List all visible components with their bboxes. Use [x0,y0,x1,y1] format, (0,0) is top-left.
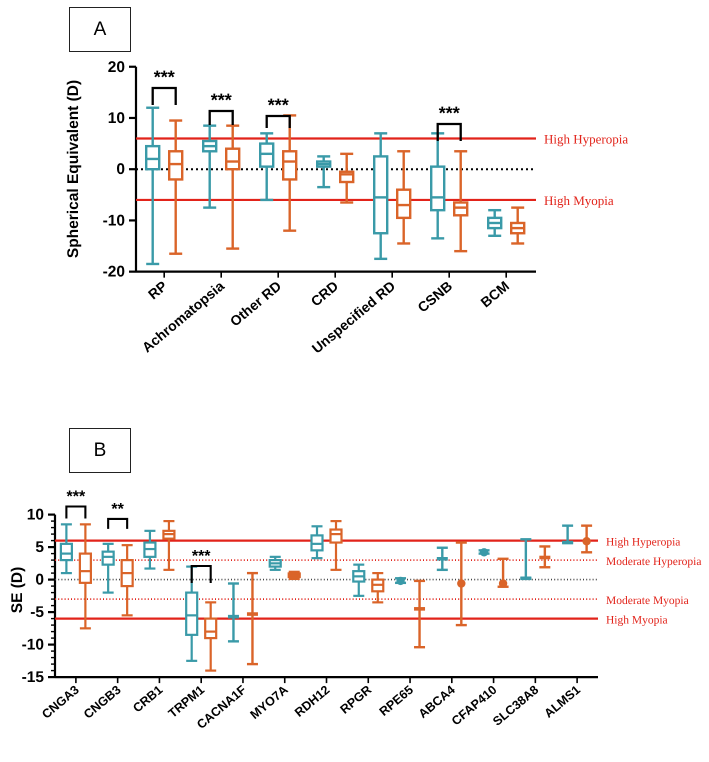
svg-text:***: *** [192,548,211,565]
svg-text:RPGR: RPGR [338,683,375,717]
svg-text:High Myopia: High Myopia [544,193,614,208]
svg-text:***: *** [268,95,289,115]
svg-text:10: 10 [108,110,125,127]
svg-text:20: 20 [108,59,125,76]
svg-text:10: 10 [27,507,44,524]
svg-text:Moderate Myopia: Moderate Myopia [606,595,689,607]
svg-text:RPE65: RPE65 [377,683,416,719]
svg-text:CNGA3: CNGA3 [39,683,82,722]
svg-text:High Hyperopia: High Hyperopia [606,537,680,549]
svg-text:***: *** [439,103,460,123]
svg-text:-10: -10 [22,637,44,654]
svg-text:***: *** [67,489,86,506]
svg-text:BCM: BCM [477,278,512,311]
svg-text:-20: -20 [103,264,125,281]
svg-text:SLC38A8: SLC38A8 [490,683,541,729]
svg-text:CRB1: CRB1 [130,683,165,716]
svg-text:CRD: CRD [308,278,342,310]
svg-text:High Hyperopia: High Hyperopia [544,131,628,146]
svg-text:SE (D): SE (D) [9,567,26,614]
svg-text:Moderate Hyperopia: Moderate Hyperopia [606,556,701,568]
svg-text:-5: -5 [30,604,44,621]
svg-text:ALMS1: ALMS1 [542,683,583,721]
svg-text:CNGB3: CNGB3 [81,683,124,722]
svg-text:High Myopia: High Myopia [606,615,668,627]
svg-text:**: ** [111,501,124,518]
svg-text:-10: -10 [103,212,125,229]
svg-text:0: 0 [116,161,125,178]
svg-text:***: *** [211,90,232,110]
svg-text:Other RD: Other RD [227,278,284,330]
svg-text:-15: -15 [22,669,45,686]
svg-text:0: 0 [35,572,44,589]
svg-text:MYO7A: MYO7A [248,683,291,722]
svg-text:RP: RP [145,278,170,303]
svg-text:***: *** [154,67,175,87]
svg-text:Spherical Equivalent (D): Spherical Equivalent (D) [65,80,82,258]
svg-text:RDH12: RDH12 [292,683,332,720]
svg-text:5: 5 [35,539,44,556]
svg-text:CSNB: CSNB [414,278,455,316]
